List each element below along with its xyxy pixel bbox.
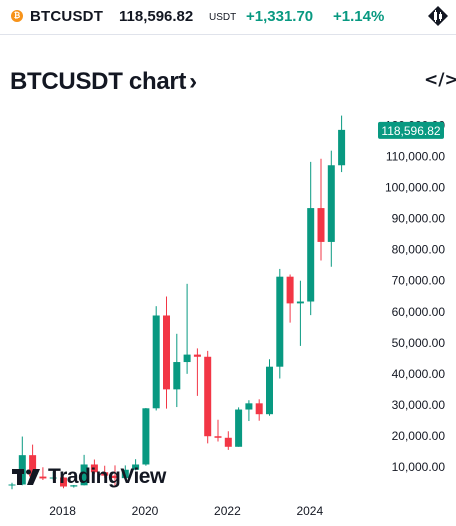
candle[interactable]	[317, 158, 325, 261]
candle-body	[327, 165, 335, 242]
candle-body	[111, 475, 119, 479]
last-price-label: 118,596.82	[378, 121, 444, 139]
chevron-right-icon: ›	[189, 68, 197, 95]
y-axis-tick-label: 10,000.00	[392, 460, 446, 474]
candle-body	[286, 276, 294, 304]
candle[interactable]	[214, 419, 222, 442]
candle-body	[296, 301, 304, 304]
y-axis-tick-label: 80,000.00	[392, 243, 446, 257]
chart-title-text: BTCUSDT chart	[10, 68, 187, 95]
candle[interactable]	[338, 115, 346, 173]
candle-body	[214, 436, 222, 438]
candle[interactable]	[276, 268, 284, 379]
candle-body	[317, 208, 325, 242]
candle[interactable]	[224, 431, 232, 450]
y-axis-tick-label: 40,000.00	[392, 367, 446, 381]
y-axis-tick-label: 100,000.00	[385, 181, 445, 195]
y-axis-tick-label: 50,000.00	[392, 336, 446, 350]
last-price-label-bg	[378, 121, 444, 139]
candle[interactable]	[49, 471, 57, 480]
candle-body	[121, 469, 129, 479]
candle-body	[80, 464, 88, 486]
candle[interactable]	[245, 400, 253, 422]
y-axis-tick-label: 70,000.00	[392, 274, 446, 288]
candle-body	[255, 403, 263, 415]
y-axis-tick-label: 110,000.00	[386, 150, 445, 164]
candle-body	[90, 464, 98, 473]
candle-body	[29, 455, 37, 477]
candle[interactable]	[111, 465, 119, 487]
candle[interactable]	[8, 482, 16, 490]
chart-type-candlestick-icon[interactable]	[427, 5, 449, 27]
candle-body	[163, 315, 170, 390]
x-axis-tick-label: 2024	[296, 504, 323, 518]
candle-body	[142, 408, 150, 465]
candle[interactable]	[70, 484, 78, 488]
symbol-name[interactable]: BTCUSDT	[30, 8, 104, 25]
price-change: +1,331.70	[246, 8, 314, 25]
candle-body	[101, 472, 109, 476]
candle[interactable]	[142, 407, 150, 466]
candle[interactable]	[80, 454, 88, 486]
candle-body	[39, 476, 47, 479]
candle-body	[183, 354, 191, 363]
candle[interactable]	[173, 333, 181, 408]
x-axis-tick-label: 2022	[214, 504, 241, 518]
candle-body	[8, 484, 16, 486]
candle[interactable]	[286, 274, 294, 323]
candle[interactable]	[121, 465, 129, 479]
candle[interactable]	[163, 296, 170, 409]
tradingview-logo-icon	[12, 469, 40, 485]
symbol-header-bar: ₿ BTCUSDT 118,596.82 USDT +1,331.70 +1.1…	[0, 0, 456, 35]
candle-body	[152, 315, 160, 409]
last-price-label-text: 118,596.82	[381, 124, 440, 138]
price-change-percent: +1.14%	[333, 8, 385, 25]
candle-body	[132, 464, 140, 470]
y-axis-tick-label: 30,000.00	[392, 398, 446, 412]
tradingview-watermark: TradingView	[48, 465, 166, 488]
candle[interactable]	[60, 476, 67, 489]
x-axis-tick-label: 2018	[49, 504, 76, 518]
candle[interactable]	[183, 283, 191, 374]
candle-body	[338, 129, 346, 166]
candle-body	[70, 485, 78, 487]
candle-body	[266, 366, 273, 415]
candle-body	[224, 437, 232, 447]
candle-body	[245, 403, 253, 410]
candle[interactable]	[255, 399, 263, 421]
candle-body	[235, 409, 243, 447]
candle[interactable]	[101, 465, 109, 478]
candle-body	[173, 362, 181, 390]
candle[interactable]	[266, 359, 273, 416]
candle-body	[49, 477, 57, 479]
candle[interactable]	[235, 407, 243, 447]
candle-body	[276, 276, 284, 367]
candle[interactable]	[307, 161, 315, 316]
embed-code-icon[interactable]: </>	[424, 70, 456, 90]
candle-body	[60, 477, 67, 487]
candle[interactable]	[193, 348, 201, 396]
candle[interactable]	[132, 459, 140, 471]
candle[interactable]	[90, 459, 98, 475]
candle[interactable]	[39, 467, 47, 480]
y-axis-tick-label: 60,000.00	[392, 305, 446, 319]
candle[interactable]	[327, 150, 335, 267]
candle[interactable]	[296, 280, 304, 346]
price-currency: USDT	[209, 12, 237, 23]
candle-body	[193, 354, 201, 357]
candle-body	[204, 356, 212, 437]
last-price: 118,596.82	[119, 8, 194, 25]
chart-title-link[interactable]: BTCUSDT chart ›	[10, 68, 197, 96]
candle[interactable]	[152, 306, 160, 411]
candle[interactable]	[204, 350, 212, 444]
x-axis-tick-label: 2020	[132, 504, 159, 518]
candle-body	[307, 208, 315, 302]
bitcoin-coin-icon: ₿	[11, 10, 23, 22]
y-axis-tick-label: 90,000.00	[392, 212, 446, 226]
y-axis-tick-label: 20,000.00	[392, 429, 446, 443]
